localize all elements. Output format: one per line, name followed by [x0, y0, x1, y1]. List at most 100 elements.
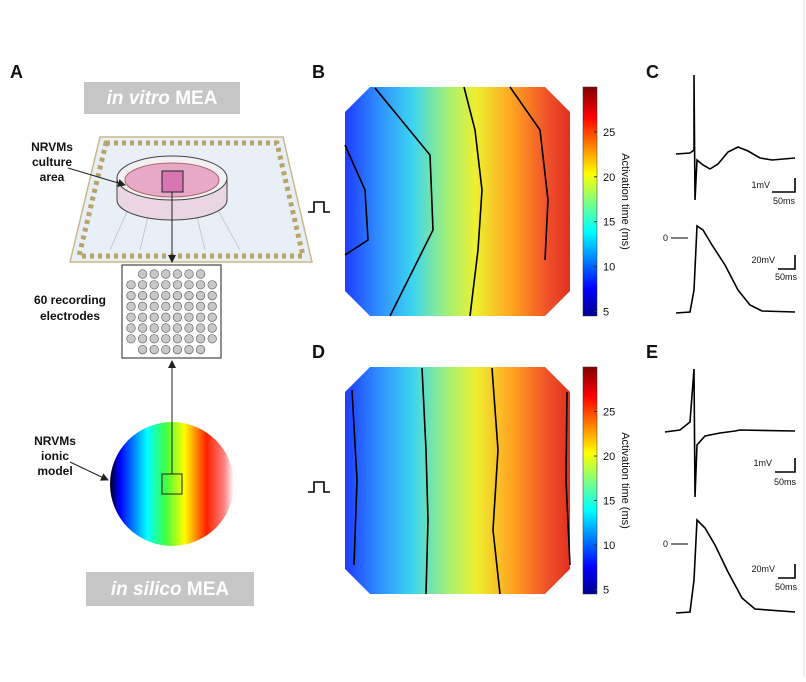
panel-label: B	[312, 62, 325, 82]
trace-c2: 0 20mV 50ms	[663, 224, 798, 314]
trace-c1: 1mV 50ms	[675, 74, 796, 206]
colorbar-tick-label: 25	[603, 127, 615, 139]
electrode	[207, 280, 217, 290]
colorbar-tick-label: 20	[603, 172, 615, 184]
colorbar-tick-label: 25	[603, 407, 615, 419]
activation-map	[345, 367, 570, 594]
electrode	[172, 280, 182, 290]
electrode	[138, 301, 148, 312]
electrode	[149, 291, 159, 301]
electrode	[172, 269, 182, 279]
activation-map	[345, 87, 570, 316]
electrode	[126, 312, 136, 322]
electrode	[149, 312, 159, 322]
electrode	[149, 334, 159, 344]
electrode	[138, 269, 148, 279]
arrow	[67, 167, 126, 187]
electrode	[161, 323, 171, 333]
panel-label: C	[646, 62, 659, 82]
label: electrodes	[40, 309, 100, 323]
electrode	[184, 280, 194, 290]
stimulus-icon	[308, 481, 330, 493]
electrode	[172, 345, 182, 355]
electrode	[138, 312, 148, 322]
colorbar	[582, 86, 598, 317]
trace-e2: 0 20mV 50ms	[663, 518, 798, 614]
colorbar-tick-label: 10	[603, 262, 615, 274]
scale-label: 20mV	[751, 255, 775, 265]
label: ionic	[41, 449, 69, 463]
colorbar-label: Activation time (ms)	[619, 153, 631, 250]
electrode	[172, 291, 182, 301]
contours	[344, 86, 549, 317]
banner-rest: MEA	[175, 88, 218, 109]
electrode	[126, 323, 136, 333]
zero-label: 0	[663, 539, 668, 549]
stimulus-icon	[308, 201, 330, 213]
electrode	[161, 301, 171, 312]
scale-label: 1mV	[751, 180, 770, 190]
label: NRVMs	[31, 140, 73, 154]
electrode	[196, 301, 206, 312]
scale-label: 50ms	[775, 272, 798, 282]
arrow	[69, 461, 109, 481]
electrode	[126, 291, 136, 301]
colorbars: 5 10 15 20 25 Activation time (ms) 5 10 15 20 25 Ac…	[582, 86, 631, 597]
scale-bar	[778, 564, 796, 579]
scale-label: 20mV	[751, 564, 775, 574]
label: NRVMs	[34, 434, 76, 448]
electrode	[196, 323, 206, 333]
colorbar-tick-label: 15	[603, 496, 615, 508]
electrode	[207, 323, 217, 333]
colorbar-tick-label: 5	[603, 307, 609, 319]
banner-italic: in vitro	[107, 88, 170, 109]
electrode	[184, 312, 194, 322]
electrode	[196, 312, 206, 322]
banner-text: in vitro MEA	[107, 88, 218, 109]
zero-label: 0	[663, 233, 668, 243]
contours	[351, 367, 571, 595]
electrode	[126, 301, 136, 312]
electrode	[196, 334, 206, 344]
electrode	[161, 269, 171, 279]
electrode	[149, 323, 159, 333]
colorbar-tick-label: 10	[603, 540, 615, 552]
electrode	[138, 323, 148, 333]
electrode-grid	[121, 264, 222, 359]
scale-label: 1mV	[753, 458, 772, 468]
electrode	[149, 280, 159, 290]
banner-rest: MEA	[187, 579, 230, 600]
electrode	[207, 291, 217, 301]
electrode	[184, 345, 194, 355]
panel-label: A	[10, 62, 23, 82]
colorbar	[582, 366, 598, 595]
colorbar-label: Activation time (ms)	[619, 432, 631, 529]
electrode	[196, 269, 206, 279]
electrode	[161, 334, 171, 344]
label: area	[40, 170, 65, 184]
electrode	[126, 334, 136, 344]
electrodes	[126, 269, 217, 355]
trace	[675, 74, 796, 201]
label: 60 recording	[34, 293, 106, 307]
model-disc	[110, 422, 234, 546]
electrode	[207, 312, 217, 322]
electrode	[172, 301, 182, 312]
banner-text: in silico MEA	[111, 579, 230, 600]
electrode	[196, 345, 206, 355]
label: model	[37, 464, 72, 478]
scale-bar	[778, 255, 796, 270]
electrode	[184, 323, 194, 333]
electrode	[184, 301, 194, 312]
electrode	[184, 334, 194, 344]
electrode	[196, 291, 206, 301]
trace-e1: 1mV 50ms	[664, 368, 797, 498]
trace	[675, 518, 796, 614]
electrode	[126, 280, 136, 290]
electrode	[161, 280, 171, 290]
electrode	[149, 269, 159, 279]
banner	[86, 572, 254, 606]
scale-bar	[772, 178, 796, 193]
electrode	[149, 345, 159, 355]
